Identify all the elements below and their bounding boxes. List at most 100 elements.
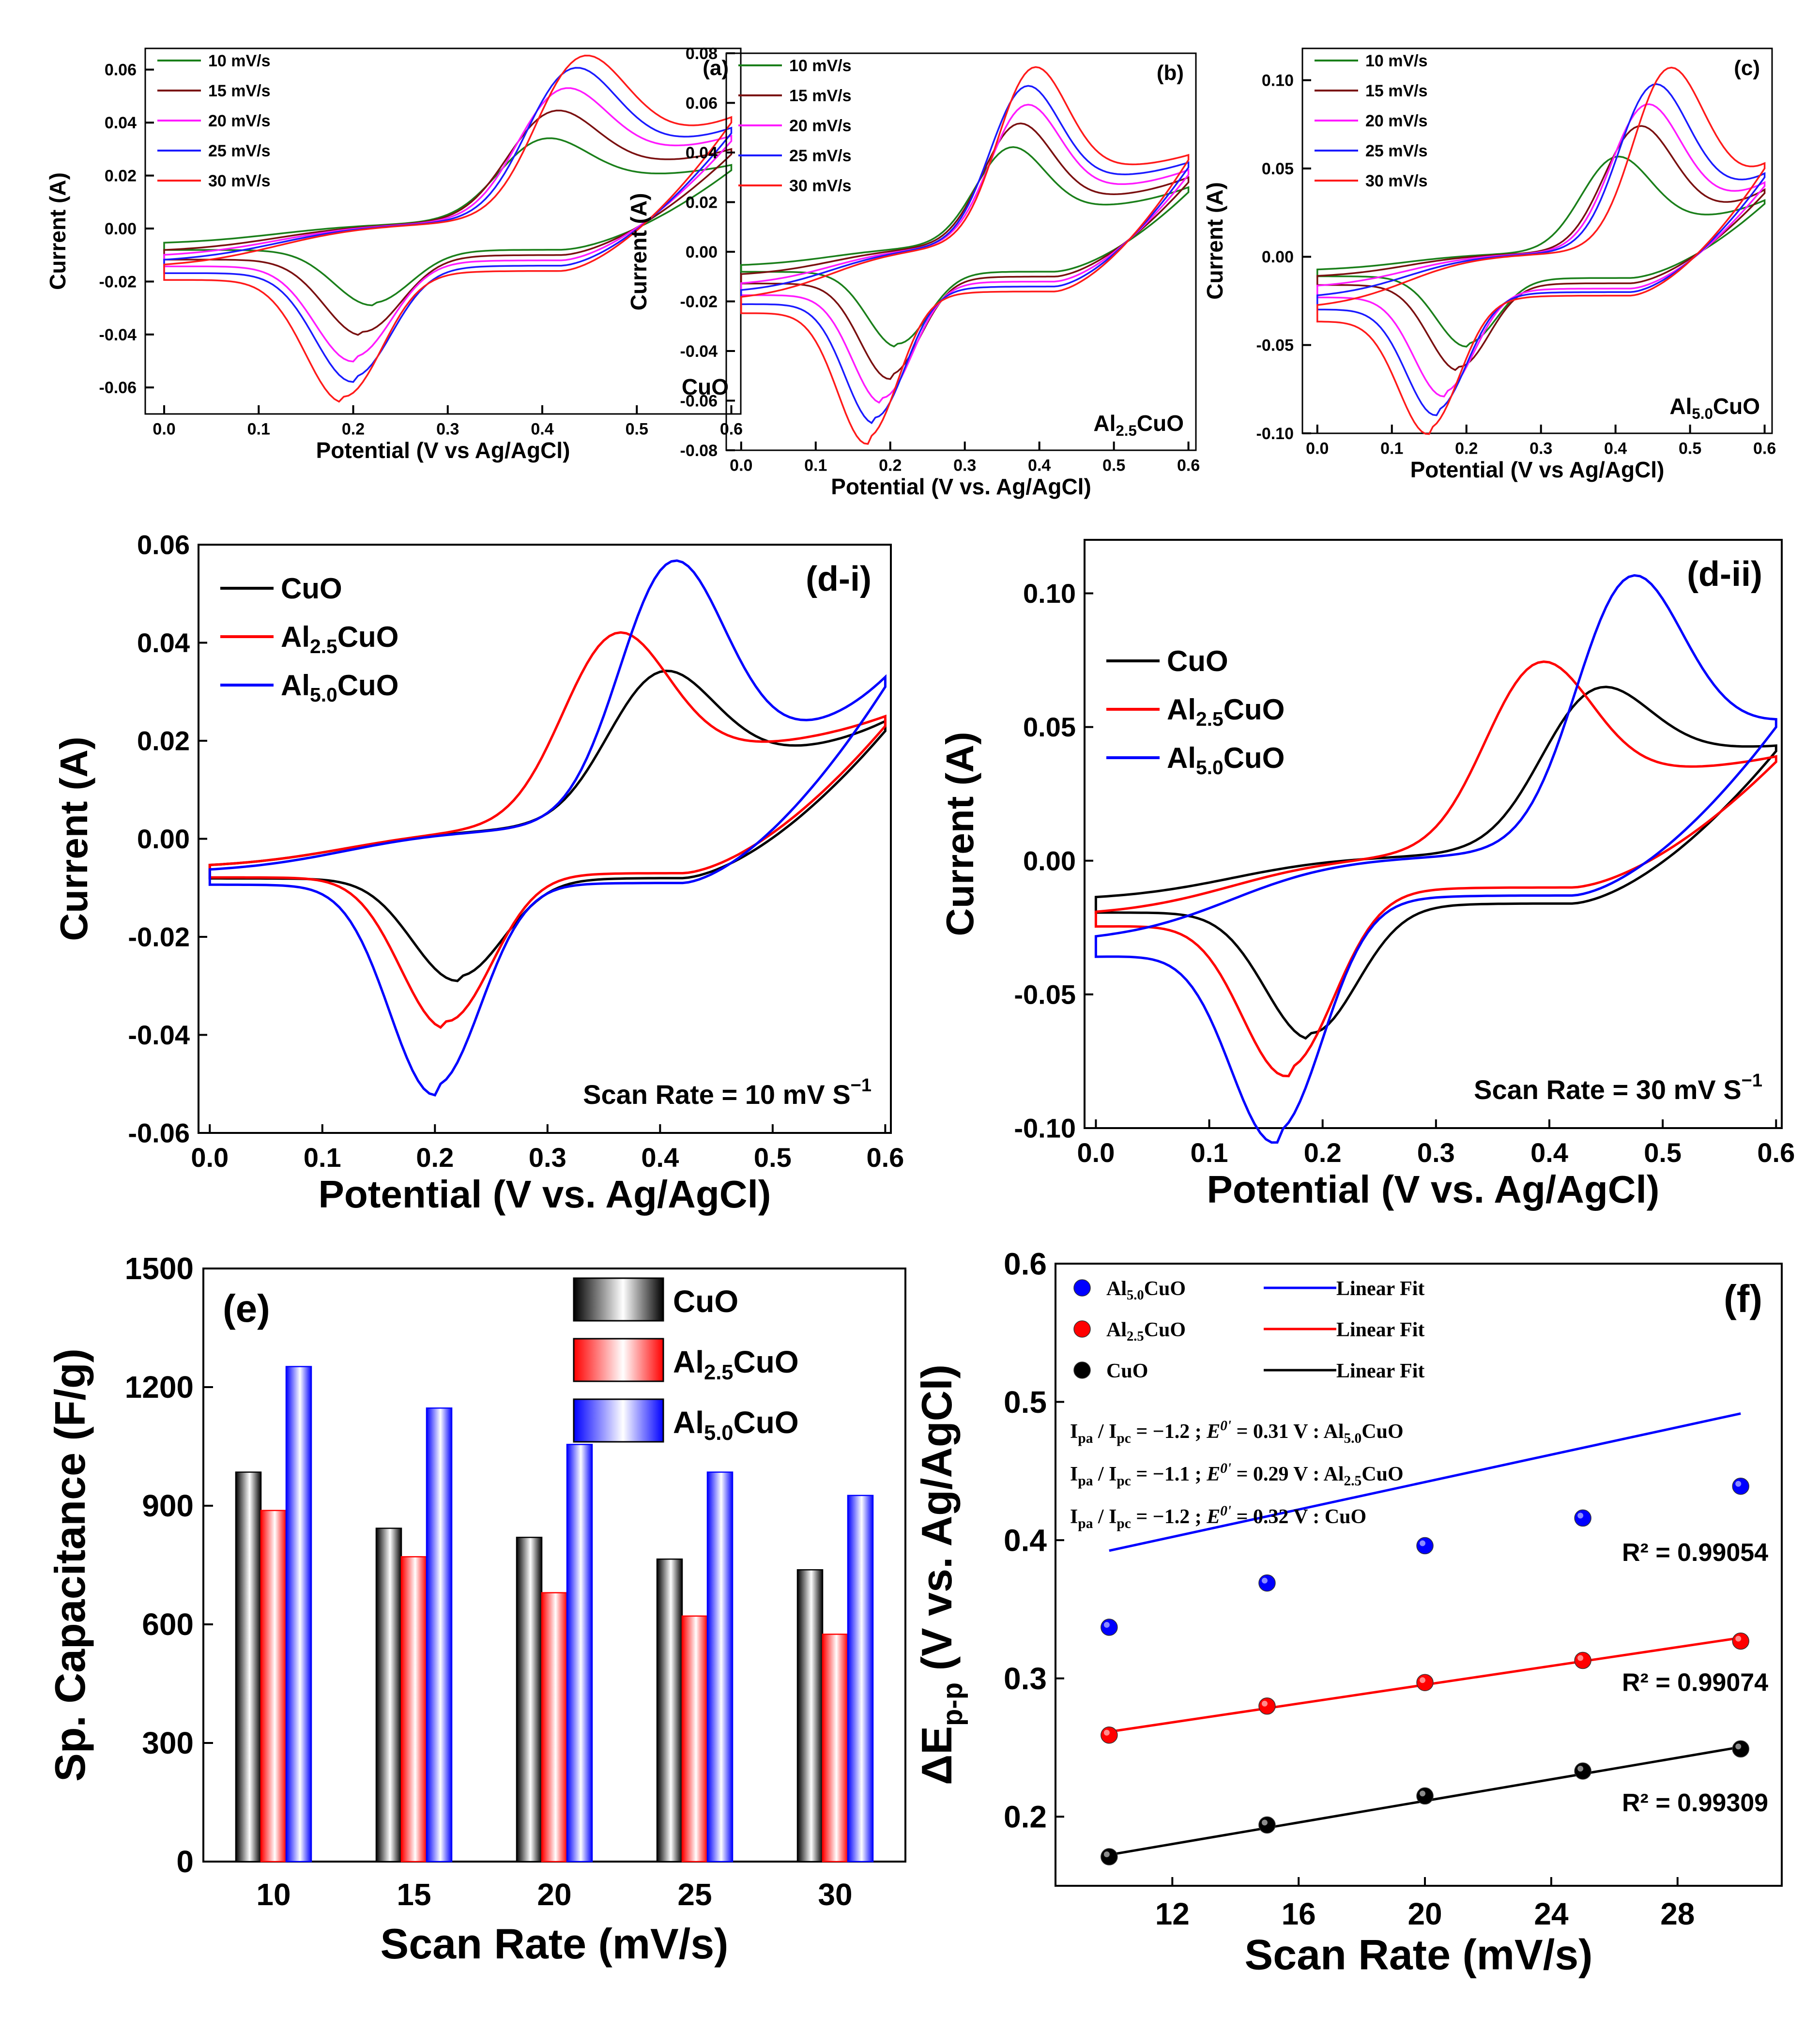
panel-label: (c) <box>1734 56 1760 80</box>
point-highlight <box>1420 1677 1426 1683</box>
y-tick-label: -0.04 <box>99 326 137 344</box>
x-tick-label: 0.0 <box>153 420 175 439</box>
y-tick-label: 0.02 <box>105 167 137 185</box>
y-tick-label: 0.08 <box>686 45 718 63</box>
panel-label: (b) <box>1157 61 1184 85</box>
legend-label: 10 mV/s <box>1365 52 1428 70</box>
plot-frame <box>1301 47 1773 434</box>
y-tick-label: 0.02 <box>137 726 190 756</box>
legend-label: CuO <box>1167 645 1228 677</box>
point-highlight <box>1103 1622 1110 1628</box>
cv-curve-al25cuo <box>208 631 887 1029</box>
x-tick-label: 0.3 <box>529 1142 566 1173</box>
ratio-text: Ipa / Ipc = −1.2 ; E0' = 0.31 V : Al5.0C… <box>1070 1418 1404 1446</box>
x-tick-label: 0.2 <box>1304 1137 1342 1168</box>
legend-label: 25 mV/s <box>789 147 852 165</box>
cv-curve-30mvs <box>1316 66 1766 435</box>
cv-curve-25mvs <box>1316 83 1766 416</box>
point-highlight <box>1261 1700 1268 1707</box>
x-tick-label: 28 <box>1660 1896 1695 1931</box>
legend-marker <box>1073 1320 1091 1338</box>
x-axis-label: Potential (V vs. Ag/AgCl) <box>1207 1168 1660 1211</box>
point-cuo <box>1258 1816 1276 1834</box>
x-axis-label: Potential (V vs Ag/AgCl) <box>1410 457 1665 482</box>
legend-label: 15 mV/s <box>789 87 852 105</box>
cv-curve-10mvs <box>1316 155 1766 348</box>
y-tick-label: 0.00 <box>686 243 718 261</box>
cv-curve-15mvs <box>740 122 1190 380</box>
legend-label: 30 mV/s <box>1365 172 1428 190</box>
cv-curve-al50cuo <box>208 559 887 1097</box>
point-cuo <box>1732 1740 1749 1758</box>
y-tick-label: 0.04 <box>686 144 718 162</box>
legend-label: Al5.0CuO <box>1167 742 1285 779</box>
y-tick-label: 1200 <box>125 1370 194 1405</box>
point-al25 <box>1101 1726 1118 1744</box>
legend-label: CuO <box>673 1284 738 1319</box>
legend-label: 25 mV/s <box>1365 142 1428 160</box>
legend-label: 30 mV/s <box>208 172 271 190</box>
legend-swatch <box>573 1398 664 1443</box>
y-axis-label: Current (A) <box>626 193 651 311</box>
x-tick-label: 0.3 <box>436 420 459 439</box>
x-tick-label: 0.5 <box>1679 440 1701 458</box>
y-tick-label: -0.10 <box>1014 1113 1076 1144</box>
scan-rate-annotation: Scan Rate = 10 mV S−1 <box>583 1075 872 1110</box>
y-tick-label: -0.02 <box>128 922 190 952</box>
cv-curve-20mvs <box>163 87 733 363</box>
legend-marker <box>1073 1361 1091 1379</box>
panel-label: (e) <box>223 1287 270 1330</box>
y-tick-label: 1500 <box>125 1251 194 1286</box>
cv-curve-al25cuo <box>1094 660 1777 1078</box>
y-tick-label: 0.06 <box>137 530 190 560</box>
point-al50 <box>1258 1574 1276 1592</box>
x-tick-label: 0.2 <box>416 1142 454 1173</box>
x-axis-label: Potential (V vs. Ag/AgCl) <box>319 1173 771 1216</box>
panel-label: (a) <box>703 56 729 80</box>
legend-label: Al2.5CuO <box>281 621 398 657</box>
y-tick-label: 0.02 <box>686 193 718 212</box>
x-tick-label: 0.6 <box>1177 457 1200 475</box>
point-highlight <box>1735 1635 1742 1642</box>
legend-swatch <box>573 1277 664 1322</box>
y-axis-label: Sp. Capacitance (F/g) <box>46 1348 94 1782</box>
legend-label: 30 mV/s <box>789 177 852 195</box>
x-tick-label: 0.6 <box>720 420 743 439</box>
legend-label: CuO <box>1106 1360 1148 1382</box>
plot-frame <box>144 47 742 415</box>
x-tick-label: 0.1 <box>304 1142 341 1173</box>
panel-e: 0 300 600 900 1200 1500 10 15 20 25 30 Scan Rate (m… <box>46 1251 906 1968</box>
x-tick-label: 0.1 <box>1191 1137 1228 1168</box>
x-axis-label: Potential (V vs. Ag/AgCl) <box>831 474 1091 499</box>
y-tick-label: 0.04 <box>105 114 137 132</box>
legend-swatch <box>573 1338 664 1382</box>
point-highlight <box>1103 1729 1110 1736</box>
bar-cuo-30 <box>796 1569 824 1863</box>
cv-curve-10mvs <box>740 146 1190 348</box>
panel-c: 0.0 0.1 0.2 0.3 0.4 0.5 0.6 -0.10 -0.05 0.00 0.05 0… <box>1202 47 1776 482</box>
legend-label: 15 mV/s <box>208 82 271 100</box>
x-tick-label: 0.6 <box>866 1142 904 1173</box>
cv-curve-25mvs <box>740 85 1190 425</box>
x-tick-label: 20 <box>537 1877 571 1912</box>
point-al25 <box>1416 1674 1434 1691</box>
point-cuo <box>1574 1762 1591 1780</box>
bar-cuo-20 <box>516 1537 543 1863</box>
x-tick-label: 12 <box>1155 1896 1190 1931</box>
x-tick-label: 0.4 <box>641 1142 679 1173</box>
y-axis-label: Current (A) <box>45 172 70 290</box>
legend-label: 15 mV/s <box>1365 82 1428 100</box>
y-tick-label: 0.4 <box>1004 1523 1047 1558</box>
x-tick-label: 16 <box>1282 1896 1316 1931</box>
y-tick-label: -0.05 <box>1014 979 1076 1009</box>
plot-frame <box>725 52 1197 451</box>
bar-al25-25 <box>681 1615 708 1863</box>
x-tick-label: 0.3 <box>953 457 976 475</box>
bar-al25-30 <box>822 1634 849 1863</box>
y-tick-label: 0.10 <box>1262 72 1294 90</box>
y-tick-label: -0.04 <box>128 1020 190 1050</box>
scan-rate-annotation: Scan Rate = 30 mV S−1 <box>1474 1070 1762 1105</box>
legend-label: 10 mV/s <box>208 52 271 70</box>
bar-al50-10 <box>285 1366 312 1863</box>
r2-label: R² = 0.99074 <box>1622 1668 1768 1696</box>
